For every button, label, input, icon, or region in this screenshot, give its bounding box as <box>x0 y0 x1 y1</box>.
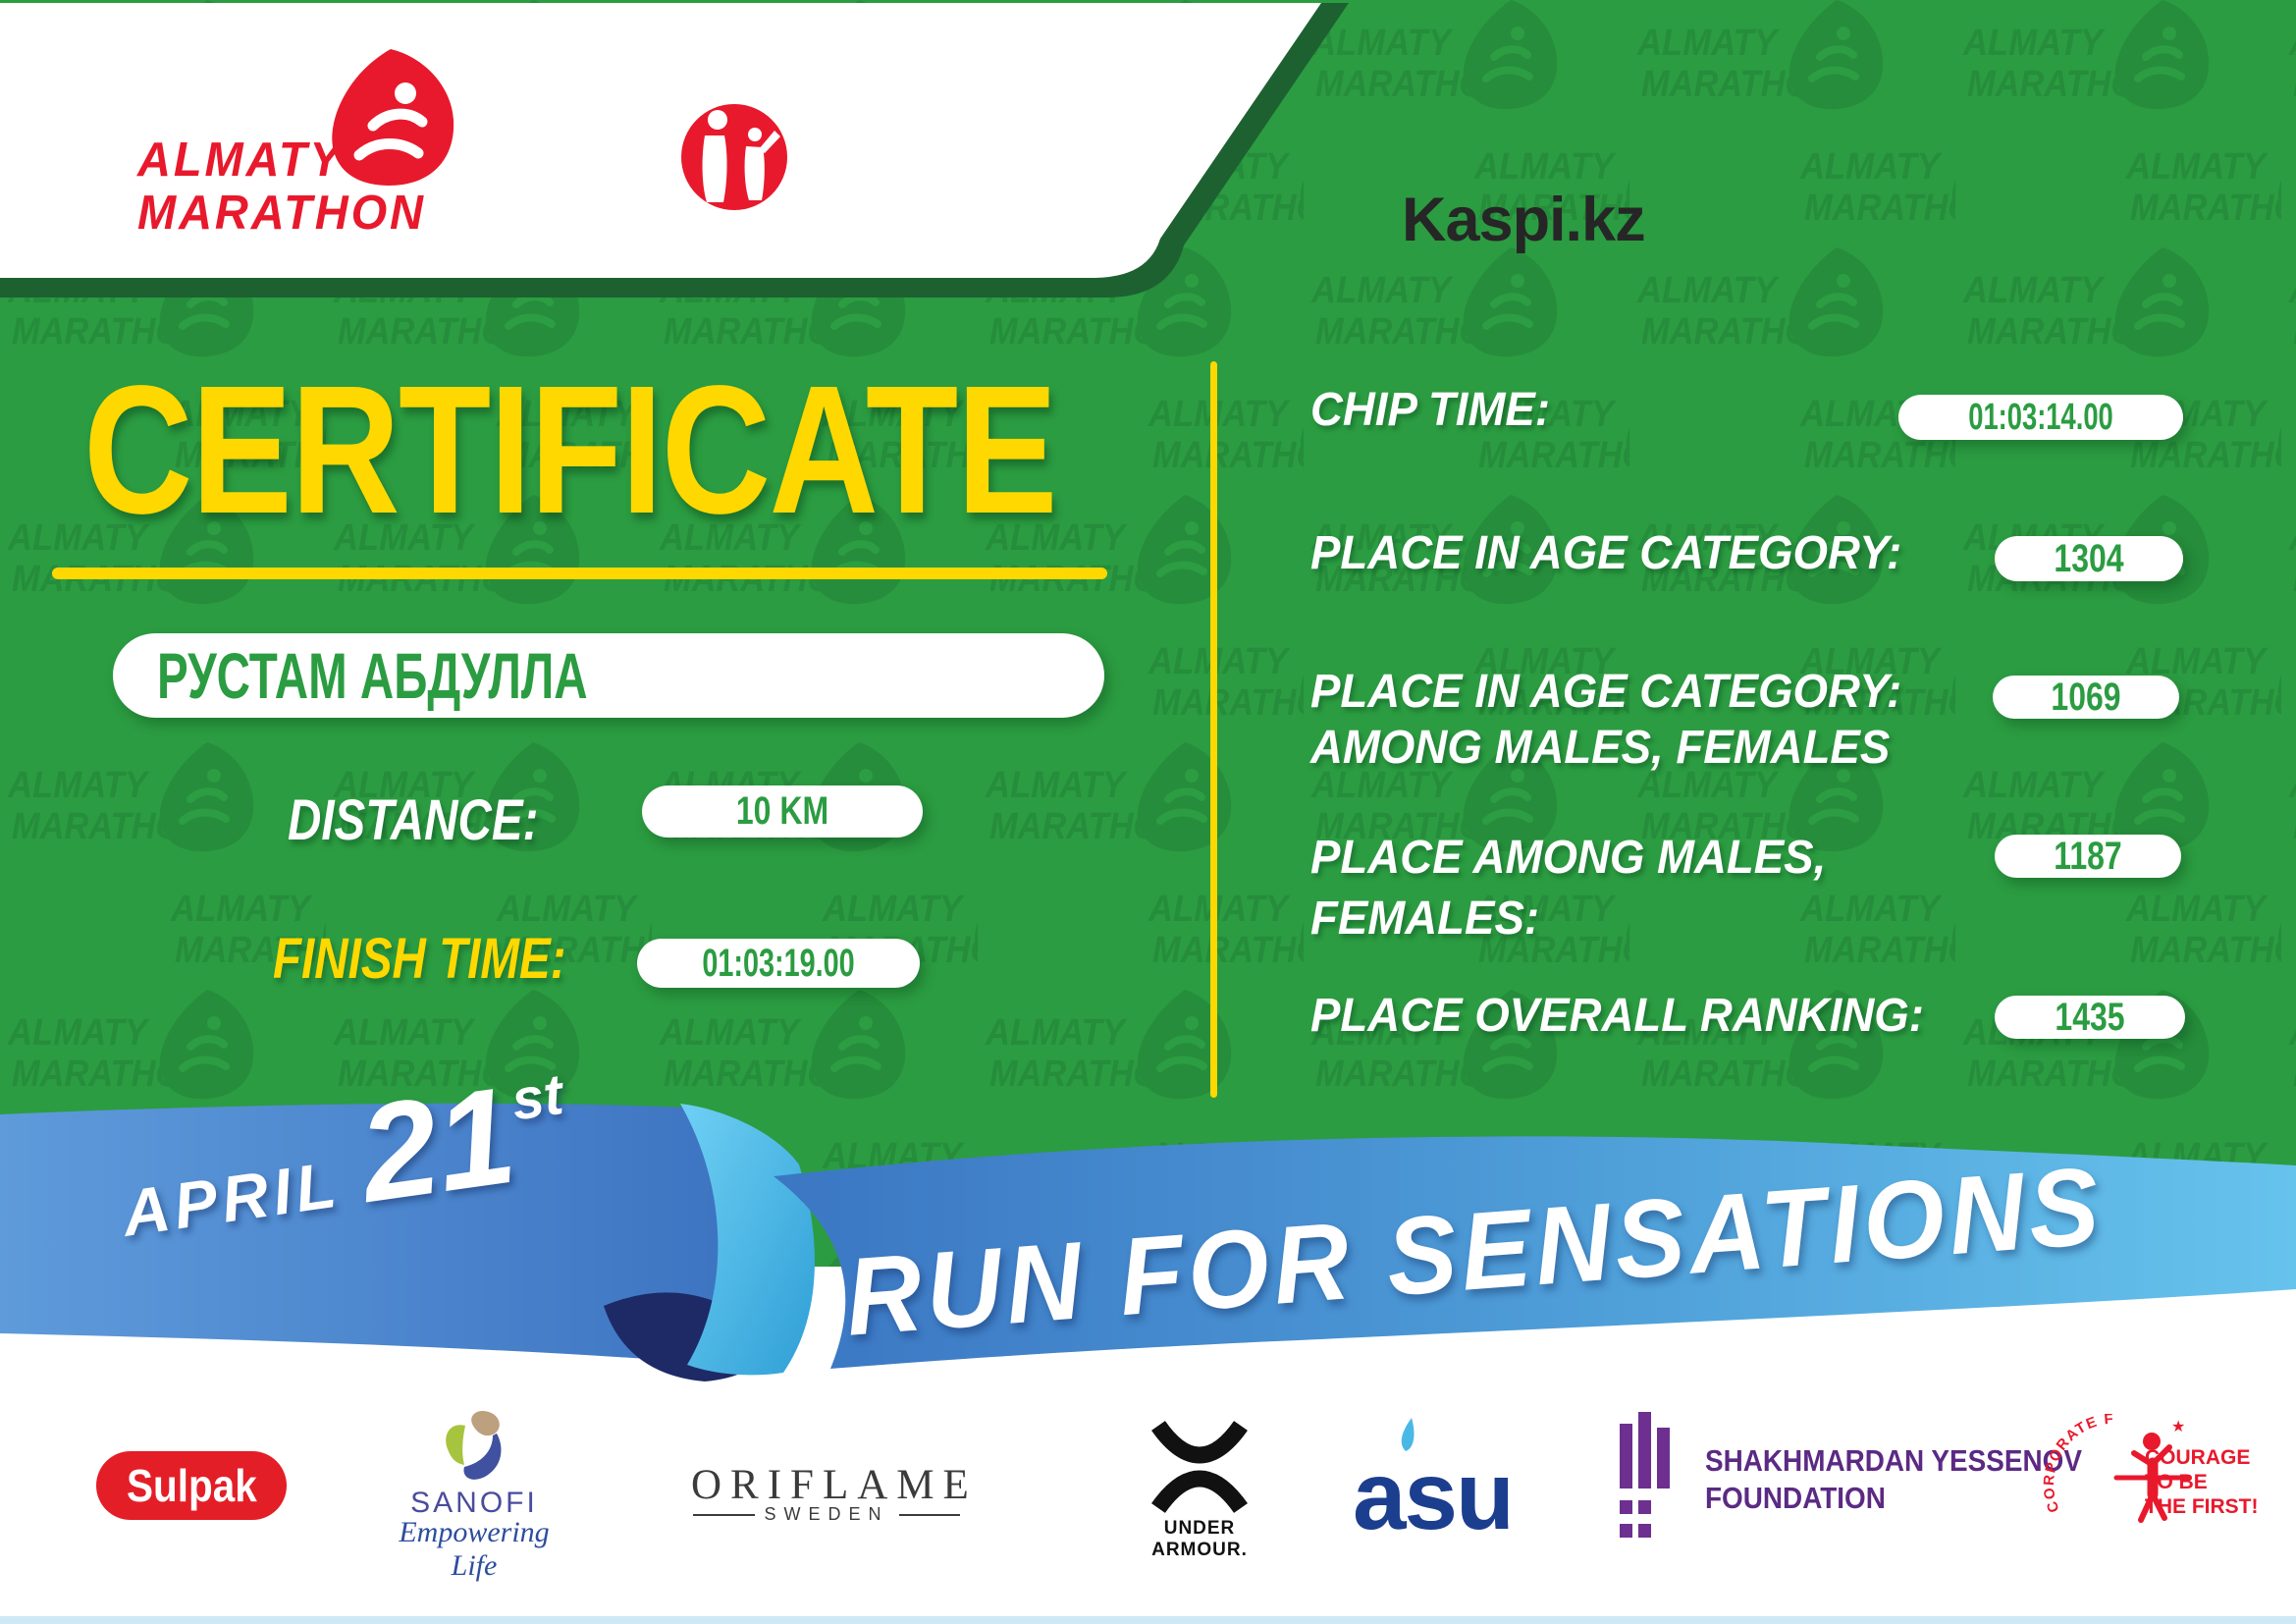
distance-label: DISTANCE: <box>288 788 539 852</box>
under-armour-icon <box>1151 1420 1248 1514</box>
corporate-fund-motto-line2: TO BE <box>2145 1471 2208 1493</box>
asu-droplet-icon <box>1401 1418 1415 1451</box>
almaty-logo-line1: ALMATY <box>137 134 344 187</box>
place-gender-pill: 1187 <box>1995 835 2181 878</box>
event-day-suffix: st <box>507 1061 567 1133</box>
kaspi-wordmark: Kaspi.kz <box>1402 186 1646 254</box>
yessenov-line1: SHAKHMARDAN YESSENOV <box>1705 1443 2082 1478</box>
almaty-marathon-logo: ALMATY MARATHON <box>0 0 510 265</box>
place-gender-label-line2: FEMALES: <box>1310 893 1540 945</box>
chip-time-value: 01:03:14.00 <box>1968 396 2113 438</box>
svg-text:★: ★ <box>2171 1419 2185 1435</box>
distance-pill: 10 KM <box>642 785 923 838</box>
kaspi-people-icon <box>681 104 787 210</box>
place-gender-value: 1187 <box>2054 834 2122 878</box>
column-divider <box>1210 361 1217 1098</box>
finish-time-label: FINISH TIME: <box>273 927 566 991</box>
place-age-gender-label-line1: PLACE IN AGE CATEGORY: <box>1310 666 1902 718</box>
oriflame-sub-text: SWEDEN <box>764 1504 889 1524</box>
finish-time-value: 01:03:19.00 <box>702 941 855 985</box>
chip-time-label: CHIP TIME: <box>1310 384 1551 436</box>
header-shape <box>0 3 1349 298</box>
svg-text:CORPORATE FUND: CORPORATE FUND <box>2042 1414 2115 1515</box>
yessenov-line2: FOUNDATION <box>1705 1481 1886 1515</box>
sanofi-tagline: Empowering Life <box>399 1516 550 1582</box>
corporate-fund-icon: CORPORATE FUND ★ <box>2042 1414 2192 1523</box>
almaty-runner-droplet-icon <box>332 49 454 186</box>
under-armour-wordmark: UNDER ARMOUR. <box>1151 1518 1248 1560</box>
sponsor-asu-wordmark: asu <box>1353 1441 1515 1549</box>
event-day: 21 <box>350 1056 524 1231</box>
place-overall-label: PLACE OVERALL RANKING: <box>1310 990 1924 1042</box>
sponsor-sanofi-wordmark: SANOFI <box>410 1487 538 1519</box>
almaty-logo-line2: MARATHON <box>137 187 426 240</box>
place-age-category-label: PLACE IN AGE CATEGORY: <box>1310 527 1902 579</box>
corporate-fund-motto: COURAGE TO BE THE FIRST! <box>2145 1445 2259 1519</box>
oriflame-rule-left <box>693 1513 755 1516</box>
certificate-title: CERTIFICATE <box>83 349 1058 552</box>
runner-name-pill <box>113 633 1104 718</box>
runner-name: РУСТАМ АБДУЛЛА <box>157 639 588 712</box>
place-overall-value: 1435 <box>2055 995 2125 1039</box>
finish-time-pill: 01:03:19.00 <box>637 939 920 988</box>
oriflame-sweden-label: SWEDEN <box>693 1504 961 1525</box>
sulpak-wordmark: Sulpak <box>126 1460 257 1511</box>
sponsor-oriflame-wordmark: ORIFLAME <box>691 1462 978 1508</box>
oriflame-rule-right <box>898 1513 961 1516</box>
place-age-gender-pill: 1069 <box>1993 676 2179 719</box>
sanofi-bird-icon <box>446 1410 502 1480</box>
place-gender-label-line1: PLACE AMONG MALES, <box>1310 832 1827 884</box>
bottom-accent-strip <box>0 1616 2296 1624</box>
distance-value: 10 KM <box>735 789 829 833</box>
corporate-fund-motto-line1: COURAGE <box>2145 1446 2251 1469</box>
chip-time-pill: 01:03:14.00 <box>1898 395 2183 440</box>
place-overall-pill: 1435 <box>1995 996 2185 1039</box>
sponsor-sulpak-logo: Sulpak <box>96 1451 287 1520</box>
place-age-category-value: 1304 <box>2054 536 2124 580</box>
place-age-gender-label-line2: AMONG MALES, FEMALES <box>1310 722 1891 774</box>
corporate-fund-motto-line3: THE FIRST! <box>2145 1495 2259 1518</box>
place-age-gender-value: 1069 <box>2051 675 2121 719</box>
yessenov-foundation-icon <box>1620 1412 1670 1538</box>
place-age-category-pill: 1304 <box>1995 536 2183 581</box>
title-underline <box>52 568 1107 579</box>
kaspi-logo: Kaspi.kz <box>589 59 1646 255</box>
